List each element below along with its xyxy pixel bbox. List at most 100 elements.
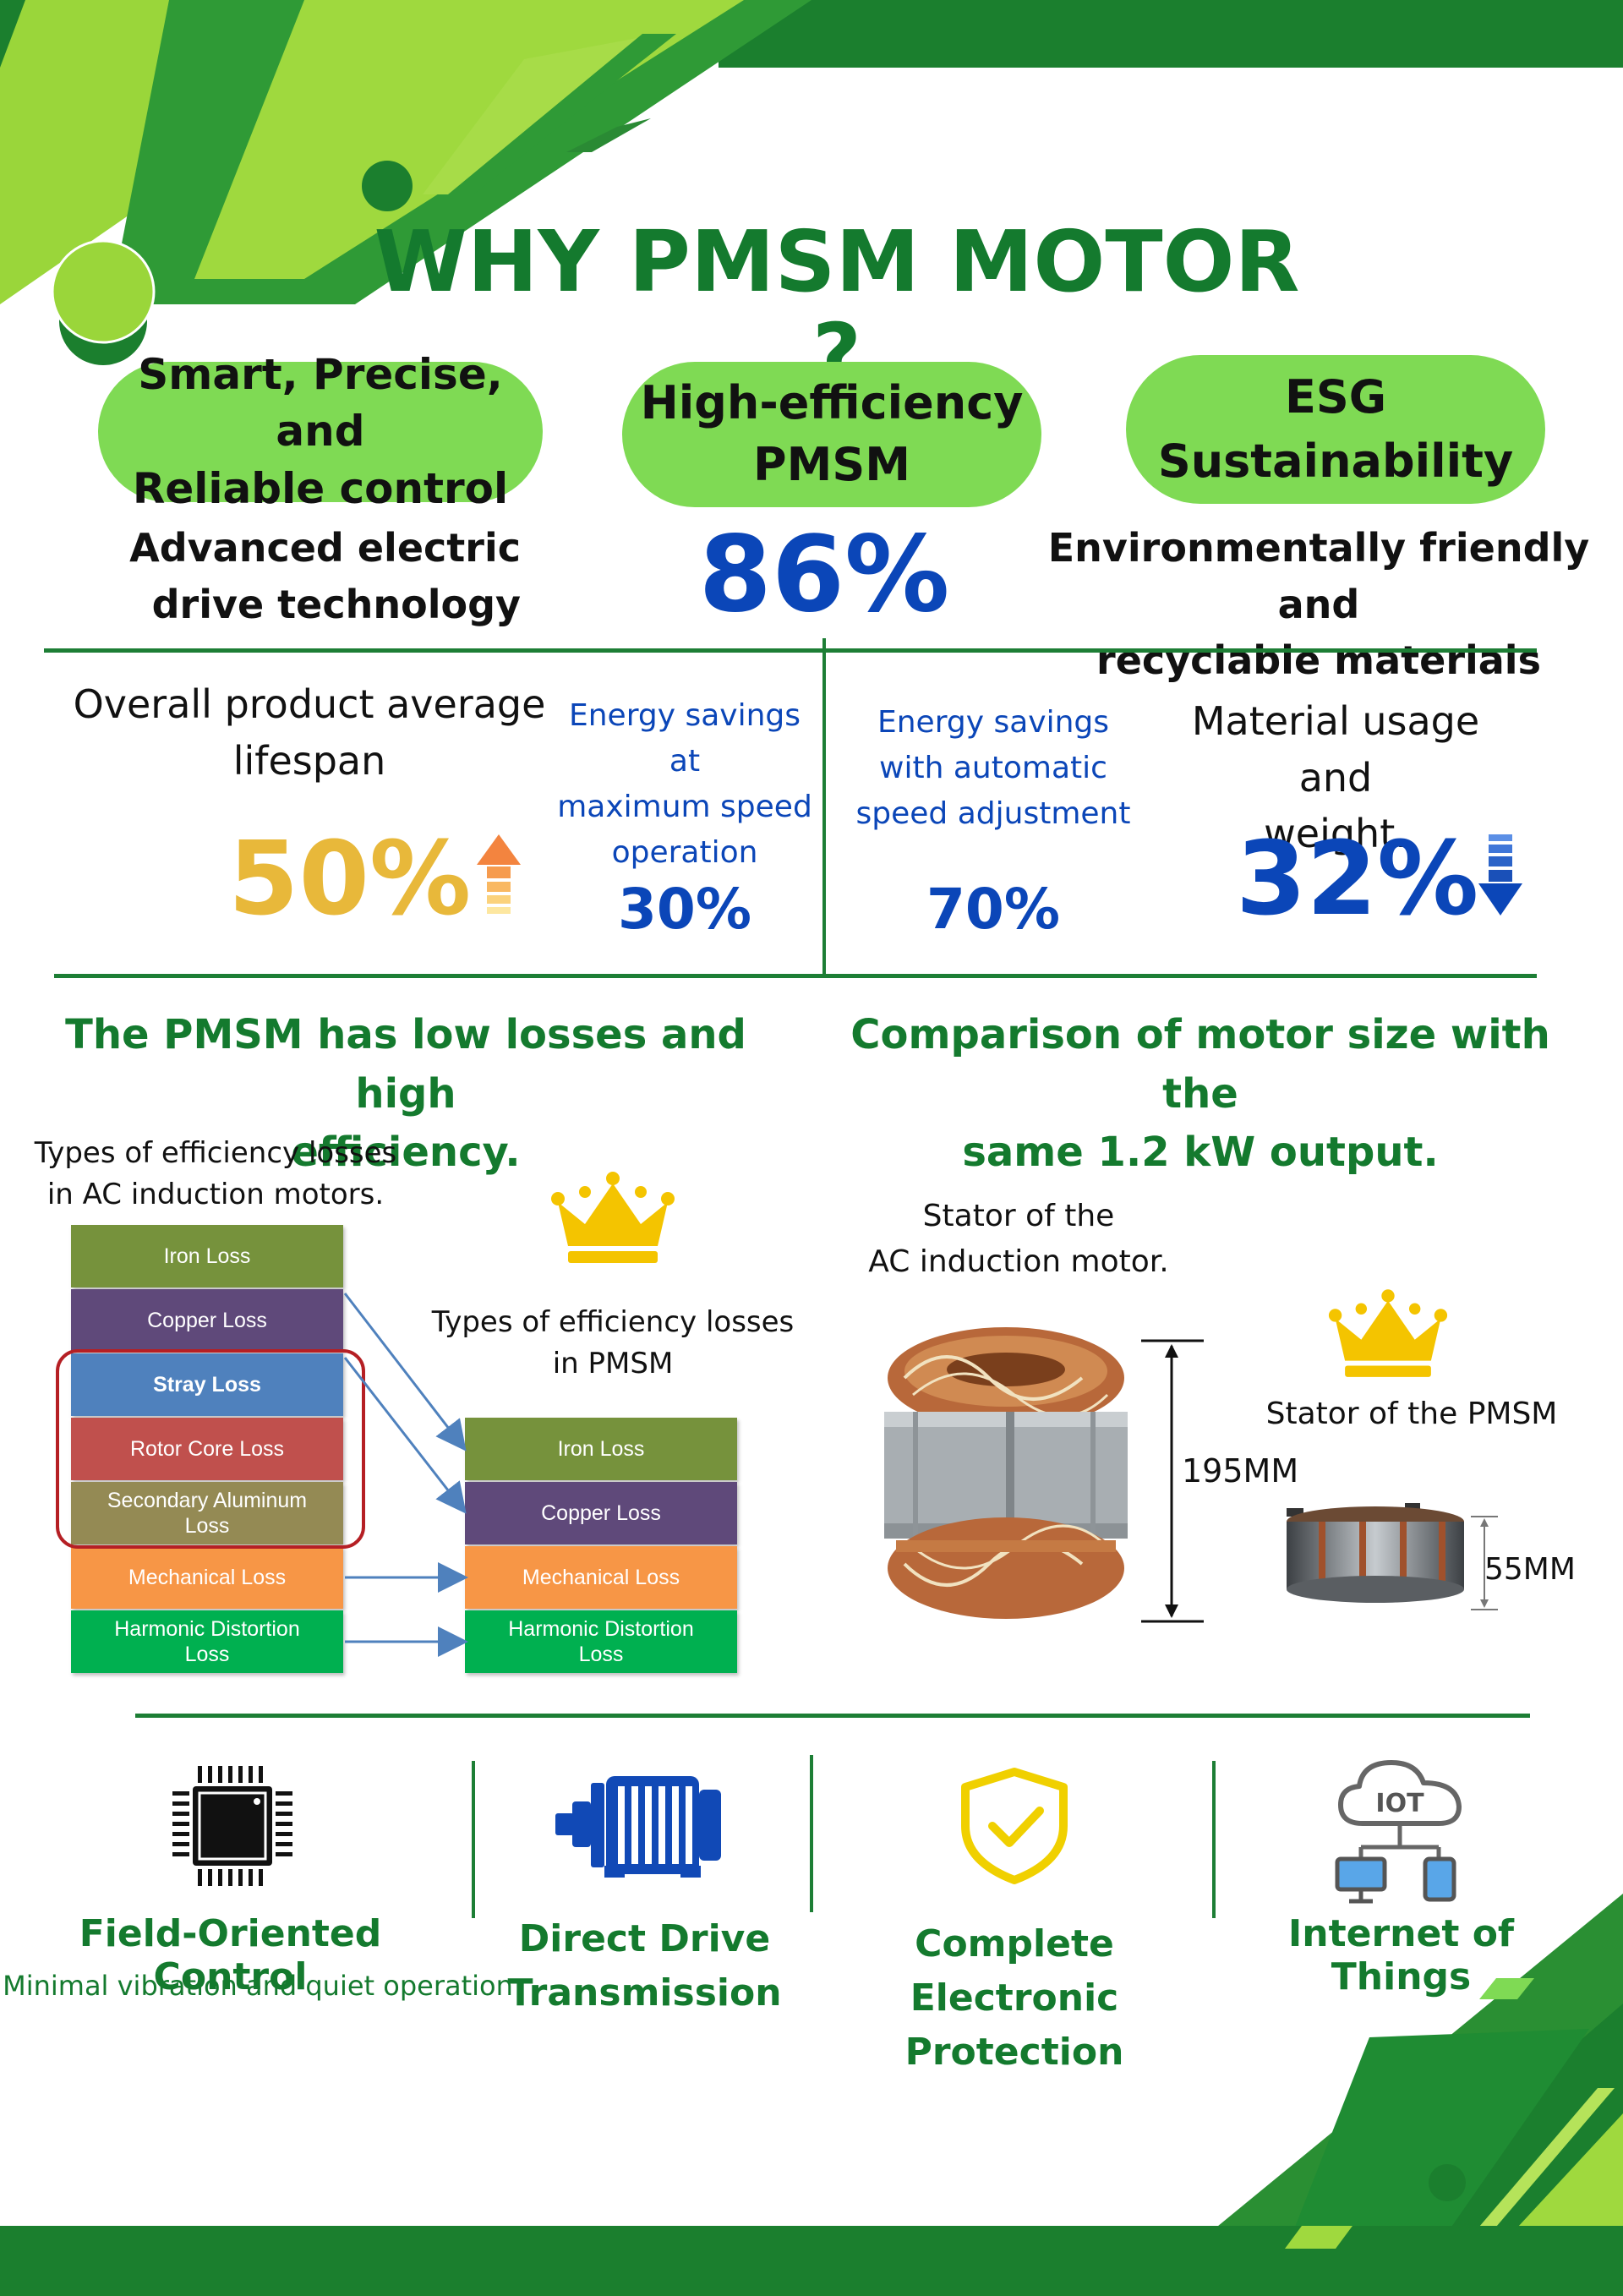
pmsm-loss-label: Iron Loss	[557, 1437, 645, 1461]
stats-top-divider	[44, 648, 1537, 653]
efficiency-value: 86%	[698, 514, 950, 636]
advanced-drive-text: Advanced electric drive technology	[101, 520, 521, 632]
material-label: Material usage and weight.	[1150, 693, 1522, 862]
extra-loss-highlight	[56, 1349, 365, 1549]
arrow-down-icon	[1478, 834, 1522, 916]
pillar-2-line-2: PMSM	[753, 438, 910, 491]
auto-speed-line-3: speed adjustment	[855, 796, 1131, 831]
losses-heading-line-2: efficiency.	[291, 1129, 521, 1177]
pmsm-stator-image	[1287, 1503, 1464, 1603]
ac-loss-label: Rotor Core Loss	[129, 1437, 285, 1461]
ac-loss-box: Harmonic Distortion Loss	[71, 1610, 343, 1673]
ac-loss-label: Copper Loss	[147, 1309, 267, 1332]
feature-foc-subtitle: Minimal vibration and quiet operation	[3, 1970, 513, 2002]
pmsm-loss-label: Copper Loss	[541, 1501, 661, 1525]
feature-direct-drive-line-1: Direct Drive	[518, 1917, 771, 1960]
ac-caption-line-2: in AC induction motors.	[46, 1178, 385, 1212]
feature-protection-line-2: Protection	[904, 2030, 1124, 2074]
lifespan-line-1: Overall product average	[73, 681, 546, 727]
feature-iot-title: Internet of Things	[1287, 1912, 1515, 1998]
ac-loss-box: Rotor Core Loss	[71, 1418, 343, 1480]
advanced-line-1: Advanced electric	[129, 525, 521, 571]
crown-icon	[551, 1172, 675, 1263]
ac-loss-label-line-2: Loss	[184, 1643, 230, 1666]
ac-loss-label: Iron Loss	[163, 1244, 251, 1268]
pmsm-caption-line-1: Types of efficiency losses	[431, 1305, 795, 1339]
ac-loss-label: Mechanical Loss	[128, 1566, 287, 1589]
pmsm-dimension-line	[1471, 1516, 1498, 1610]
pmsm-loss-label: Mechanical Loss	[522, 1566, 680, 1589]
lifespan-label: Overall product average lifespan	[73, 676, 546, 789]
ac-loss-label: Stray Loss	[153, 1373, 261, 1397]
max-speed-line-2: maximum speed	[557, 790, 812, 824]
svg-text:IOT: IOT	[1375, 1789, 1424, 1818]
feature-protection-title: Complete Electronic Protection	[812, 1917, 1217, 2079]
ac-loss-label-line-2: Loss	[184, 1514, 230, 1538]
pmsm-losses-caption: Types of efficiency losses in PMSM	[423, 1302, 803, 1386]
auto-speed-line-2: with automatic	[879, 751, 1107, 785]
max-speed-line-1: Energy savings at	[568, 698, 801, 779]
stats-bottom-divider	[54, 974, 1537, 978]
arrow-up-icon	[477, 834, 521, 914]
auto-speed-value: 70%	[926, 877, 1060, 942]
env-line-1: Environmentally friendly and	[1047, 525, 1590, 627]
feature-separator-3	[1212, 1761, 1216, 1918]
size-heading-line-1: Comparison of motor size with the	[850, 1011, 1550, 1118]
pmsm-height-label: 55MM	[1484, 1552, 1576, 1587]
auto-speed-label: Energy savings with automatic speed adju…	[845, 700, 1141, 837]
feature-separator-1	[472, 1761, 475, 1918]
ac-loss-label: Harmonic Distortion	[114, 1617, 300, 1641]
lifespan-line-2: lifespan	[232, 737, 386, 784]
ac-loss-box: Secondary Aluminum Loss	[71, 1482, 343, 1544]
ac-caption-line-1: Types of efficiency losses	[34, 1136, 397, 1170]
chip-icon	[172, 1766, 292, 1886]
material-line-2: weight.	[1264, 811, 1407, 857]
pillar-high-efficiency: High-efficiency PMSM	[622, 362, 1041, 507]
ac-stator-line-1: Stator of the	[922, 1199, 1115, 1233]
environment-text: Environmentally friendly and recyclable …	[1023, 520, 1615, 689]
material-value: 32%	[1236, 821, 1479, 938]
ac-dimension-line	[1141, 1339, 1204, 1623]
pmsm-caption-line-2: in PMSM	[552, 1347, 674, 1381]
shield-check-icon	[961, 1768, 1068, 1884]
ac-loss-box: Iron Loss	[71, 1225, 343, 1287]
features-divider	[135, 1714, 1530, 1718]
ac-loss-box: Copper Loss	[71, 1289, 343, 1352]
pmsm-stator-caption: Stator of the PMSM	[1265, 1397, 1558, 1431]
losses-heading: The PMSM has low losses and high efficie…	[25, 1006, 786, 1183]
feature-direct-drive-line-2: Transmission	[507, 1971, 782, 2014]
pillar-2-line-1: High-efficiency	[640, 376, 1024, 430]
motor-icon	[555, 1776, 721, 1878]
pmsm-loss-box: Iron Loss	[465, 1418, 737, 1480]
pmsm-loss-box: Mechanical Loss	[465, 1546, 737, 1609]
pillar-3-line-1: ESG	[1284, 370, 1387, 424]
pillar-esg: ESG Sustainability	[1126, 355, 1545, 504]
pillar-smart-control: Smart, Precise, and Reliable control	[98, 350, 543, 513]
auto-speed-line-1: Energy savings	[877, 705, 1110, 740]
material-line-1: Material usage and	[1191, 698, 1480, 801]
size-heading-line-2: same 1.2 kW output.	[962, 1129, 1439, 1177]
pillar-1-line-1: Smart, Precise, and	[138, 349, 503, 456]
pillar-1-line-2: Reliable control	[132, 463, 509, 513]
feature-separator-2	[810, 1755, 813, 1912]
pmsm-loss-box: Copper Loss	[465, 1482, 737, 1544]
max-speed-line-3: operation	[611, 835, 758, 870]
crown-icon	[1328, 1289, 1448, 1377]
ac-loss-box: Stray Loss	[71, 1353, 343, 1416]
ac-stator-caption: Stator of the AC induction motor.	[845, 1194, 1192, 1285]
ac-stator-image	[884, 1327, 1128, 1619]
pillar-3-line-2: Sustainability	[1157, 435, 1514, 488]
feature-direct-drive-title: Direct Drive Transmission	[507, 1912, 782, 2020]
feature-foc-title: Field-Oriented Control	[79, 1912, 382, 1998]
ac-loss-label: Secondary Aluminum	[107, 1489, 308, 1512]
pmsm-loss-label: Harmonic Distortion	[508, 1617, 694, 1641]
stats-center-divider	[822, 638, 826, 976]
ac-loss-box: Mechanical Loss	[71, 1546, 343, 1609]
iot-cloud-icon: IOT	[1335, 1760, 1462, 1904]
advanced-line-2: drive technology	[151, 581, 521, 627]
pmsm-loss-label-line-2: Loss	[578, 1643, 624, 1666]
max-speed-value: 30%	[618, 877, 751, 942]
ac-stator-line-2: AC induction motor.	[868, 1244, 1169, 1279]
